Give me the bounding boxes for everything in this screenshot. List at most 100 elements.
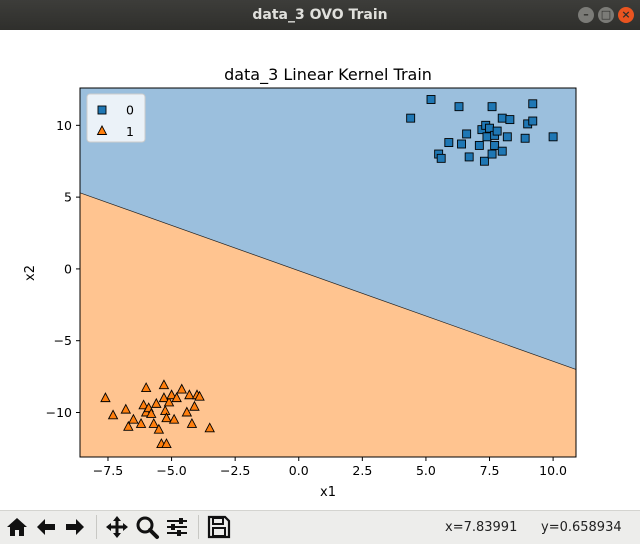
x-tick-label: 0.0 bbox=[289, 463, 309, 478]
legend-box bbox=[86, 93, 146, 143]
class-0-point bbox=[474, 140, 484, 150]
class-1-point bbox=[158, 379, 170, 390]
class-0-point bbox=[490, 140, 500, 150]
class-0-point bbox=[479, 156, 489, 166]
class-1-point bbox=[107, 409, 119, 420]
close-button[interactable]: × bbox=[618, 7, 634, 23]
x-tick-label: −7.5 bbox=[93, 463, 123, 478]
class-1-point bbox=[151, 397, 162, 408]
class-1-point bbox=[120, 403, 132, 414]
pan-button[interactable] bbox=[104, 514, 130, 540]
class-1-point bbox=[100, 392, 111, 403]
region-class-0 bbox=[80, 88, 576, 370]
class-0-point bbox=[426, 95, 436, 104]
zoom-button[interactable] bbox=[134, 514, 160, 540]
class-0-point bbox=[497, 113, 507, 123]
class-1-point bbox=[194, 390, 205, 401]
toolbar-separator bbox=[96, 515, 97, 539]
y-tick-label: 10 bbox=[56, 118, 72, 133]
back-button[interactable] bbox=[33, 514, 59, 540]
class-0-point bbox=[436, 153, 446, 163]
class-0-point bbox=[528, 99, 538, 109]
y-tick-label: −5 bbox=[54, 333, 72, 348]
class-1-point bbox=[161, 412, 172, 423]
class-1-point bbox=[176, 383, 187, 394]
x-axis-label: x1 bbox=[320, 485, 336, 500]
class-1-point bbox=[158, 392, 170, 403]
class-1-point bbox=[171, 392, 182, 403]
class-0-point bbox=[487, 149, 497, 159]
window-title: data_3 OVO Train bbox=[252, 7, 388, 23]
save-icon bbox=[207, 515, 231, 539]
y-tick-label: −10 bbox=[46, 405, 72, 420]
legend-label-class-0: 0 bbox=[126, 103, 134, 118]
class-1-point bbox=[128, 413, 139, 424]
class-1-point bbox=[204, 422, 215, 433]
minimize-icon: – bbox=[583, 8, 589, 21]
chart-title: data_3 Linear Kernel Train bbox=[224, 65, 432, 85]
maximize-button[interactable]: □ bbox=[598, 7, 614, 23]
legend-marker-class-0 bbox=[97, 105, 107, 115]
back-arrow-icon bbox=[37, 519, 55, 535]
class-0-point bbox=[406, 113, 416, 123]
class-0-point bbox=[492, 126, 502, 136]
y-coordinate-readout: y=0.658934 bbox=[541, 520, 622, 535]
y-axis-label: x2 bbox=[23, 265, 38, 281]
class-0-point bbox=[482, 132, 492, 142]
forward-arrow-icon bbox=[66, 519, 84, 535]
pan-icon bbox=[106, 516, 128, 538]
class-0-point bbox=[457, 139, 466, 149]
class-0-point bbox=[487, 102, 497, 112]
class-1-point bbox=[140, 382, 152, 393]
save-button[interactable] bbox=[206, 514, 232, 540]
legend-marker-class-1 bbox=[96, 125, 108, 135]
chart: data_3 Linear Kernel Train −7.5 −5.0 −2.5 0… bbox=[23, 65, 577, 500]
maximize-icon: □ bbox=[600, 8, 612, 21]
class-1-point bbox=[159, 405, 171, 416]
class-0-point bbox=[502, 132, 512, 142]
class-0-point bbox=[497, 146, 507, 156]
class-1-point bbox=[138, 399, 149, 410]
home-button[interactable] bbox=[4, 514, 30, 540]
decision-boundary-line bbox=[79, 192, 577, 370]
close-icon: × bbox=[621, 8, 631, 21]
class-0-point bbox=[520, 133, 530, 143]
home-icon bbox=[7, 518, 27, 536]
minimize-button[interactable]: – bbox=[578, 7, 594, 23]
forward-button[interactable] bbox=[62, 514, 88, 540]
class-1-point bbox=[123, 420, 134, 431]
x-tick-label: 7.5 bbox=[480, 463, 500, 478]
class-0-point bbox=[528, 116, 538, 126]
class-0-point bbox=[505, 115, 515, 125]
figure-canvas[interactable]: data_3 Linear Kernel Train −7.5 −5.0 −2.5 0… bbox=[0, 30, 640, 510]
class-0-point bbox=[464, 152, 474, 162]
y-tick-label: 0 bbox=[64, 261, 72, 276]
configure-subplots-icon bbox=[167, 518, 187, 536]
x-coordinate-readout: x=7.83991 bbox=[445, 520, 518, 535]
y-tick-label: 5 bbox=[64, 190, 72, 205]
navigation-toolbar: x=7.83991 y=0.658934 bbox=[0, 510, 640, 544]
class-0-point bbox=[444, 138, 454, 148]
zoom-icon bbox=[136, 516, 159, 539]
class-0-point bbox=[462, 129, 472, 139]
class-1-point bbox=[181, 406, 193, 417]
axes-frame bbox=[79, 87, 577, 458]
class-1-point bbox=[153, 423, 165, 434]
class-1-point bbox=[186, 418, 198, 428]
x-tick-label: −2.5 bbox=[220, 463, 250, 478]
class-1-point bbox=[145, 407, 157, 418]
class-1-point bbox=[189, 400, 200, 411]
class-1-point bbox=[135, 418, 147, 428]
region-class-1 bbox=[80, 192, 576, 457]
toolbar-separator bbox=[198, 515, 199, 539]
class-1-point bbox=[148, 418, 160, 428]
configure-subplots-button[interactable] bbox=[164, 514, 190, 540]
class-1-point bbox=[161, 438, 172, 449]
class-1-point bbox=[163, 396, 175, 407]
class-1-point bbox=[184, 389, 195, 400]
x-tick-label: 10.0 bbox=[539, 463, 567, 478]
legend-label-class-1: 1 bbox=[126, 124, 134, 139]
x-tick-label: −5.0 bbox=[156, 463, 186, 478]
class-0-point bbox=[454, 102, 464, 112]
class-1-point bbox=[166, 389, 177, 400]
